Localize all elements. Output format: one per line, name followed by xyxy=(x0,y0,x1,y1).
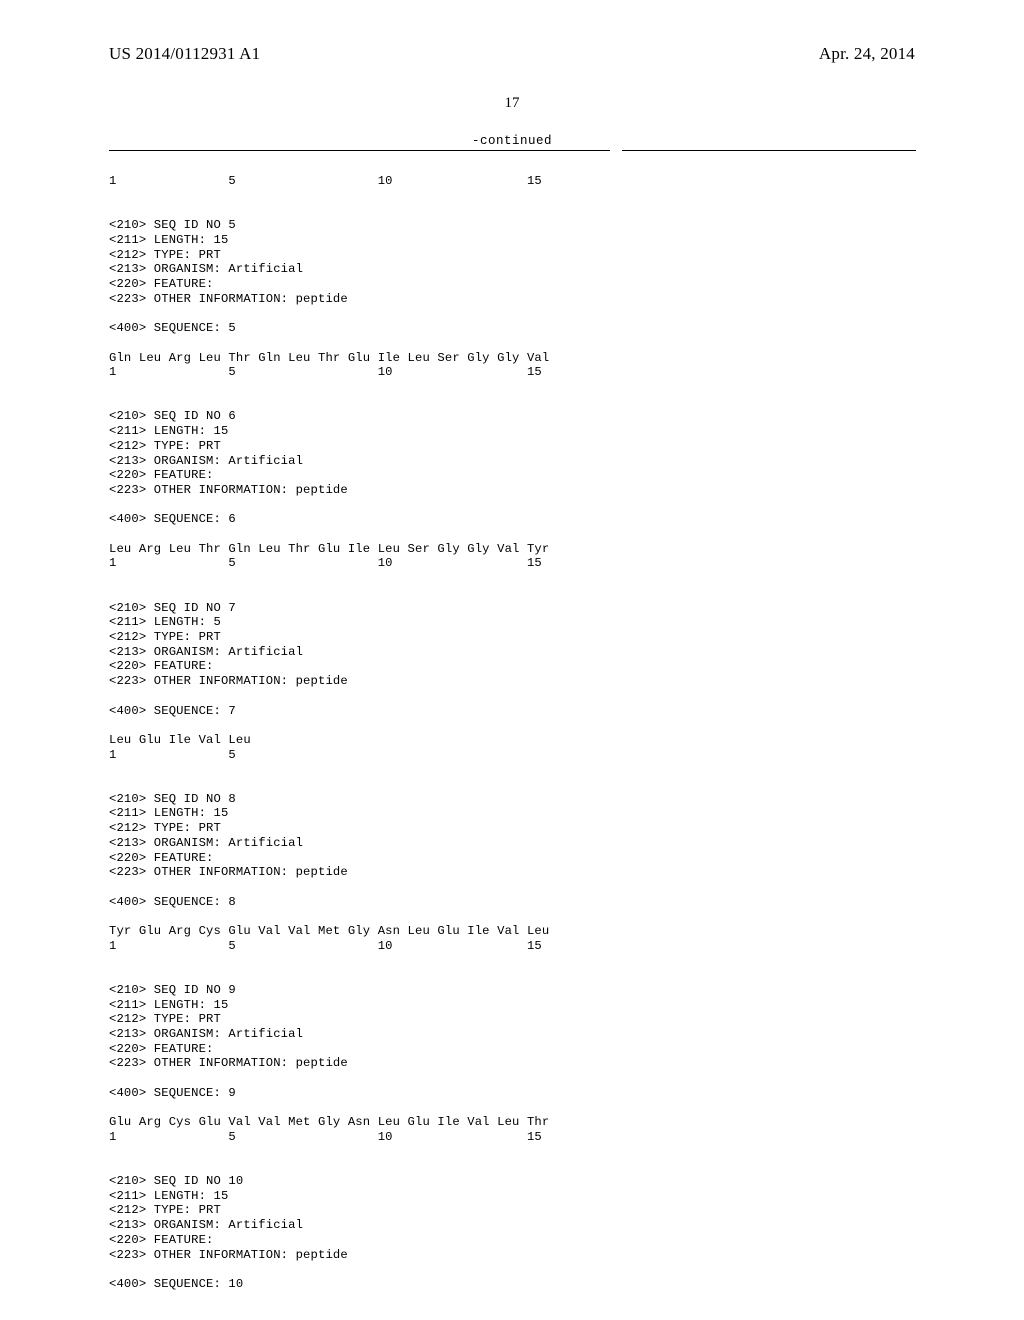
continued-label: -continued xyxy=(0,134,1024,148)
publication-date: Apr. 24, 2014 xyxy=(819,44,915,64)
sequence-listing: 1 5 10 15 <210> SEQ ID NO 5 <211> LENGTH… xyxy=(109,174,916,1291)
horizontal-rule xyxy=(109,150,916,151)
page-number: 17 xyxy=(0,95,1024,112)
page: US 2014/0112931 A1 Apr. 24, 2014 17 -con… xyxy=(0,0,1024,1320)
patent-number: US 2014/0112931 A1 xyxy=(109,44,260,64)
rule-gap xyxy=(610,150,622,153)
